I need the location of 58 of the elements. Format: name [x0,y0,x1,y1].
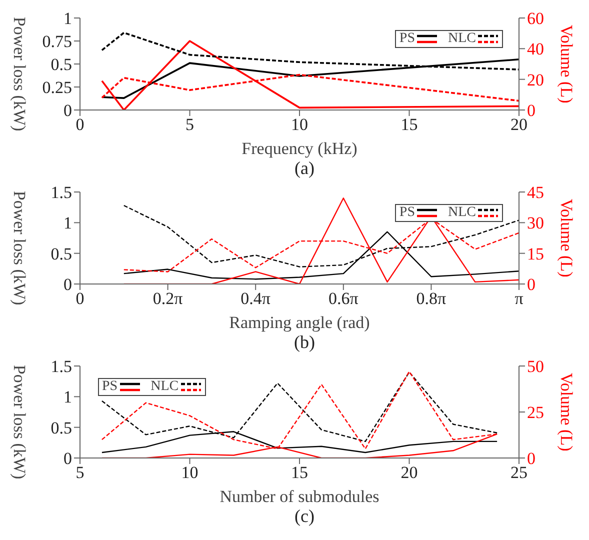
y-tick-label: 0.5 [50,55,72,74]
x-tick-label: 25 [510,463,528,482]
y2-axis-title: Volume (L) [557,24,576,104]
y-tick-label: 1 [64,214,72,233]
x-tick-label: π [514,289,524,308]
y-tick-label: 1.5 [50,183,72,202]
y-tick-label: 0.25 [42,78,72,98]
x-tick-label: 20 [510,115,528,134]
y2-tick-label: 0 [527,449,536,468]
y2-tick-label: 60 [527,9,544,28]
y-tick-label: 1 [64,9,72,28]
x-tick-label: 0 [76,115,84,134]
x-tick-label: 0.2π [152,289,184,308]
y2-tick-label: 0 [527,101,536,120]
x-tick-label: 10 [291,115,308,134]
x-axis-title: Ramping angle (rad) [229,313,370,332]
x-axis-title: Number of submodules [220,487,380,506]
y-axis-title: Power loss (kW) [10,190,29,306]
y2-tick-label: 15 [527,244,544,264]
y2-tick-label: 45 [527,183,544,202]
text: (c) [294,506,316,526]
x-tick-label: 5 [186,115,194,134]
y2-tick-label: 30 [527,214,544,233]
y-axis-title: Power loss (kW) [10,16,29,132]
y2-tick-label: 40 [527,40,544,59]
x-tick-label: 0.4π [240,289,271,308]
x-tick-label: 0.8π [416,289,447,308]
legend-label: NLC [448,31,476,47]
y-tick-label: 0 [64,101,72,120]
x-tick-label: 15 [291,463,308,482]
y-tick-label: 1 [64,388,72,407]
y2-tick-label: 20 [527,70,544,90]
text: (b) [293,332,316,352]
y2-axis-title: Volume (L) [557,372,576,452]
x-tick-label: 0.6π [328,289,359,308]
x-tick-label: 5 [76,463,84,482]
x-tick-label: 0 [76,289,84,308]
legend-label: NLC [150,379,179,395]
y2-axis-title: Volume (L) [557,198,576,278]
x-tick-label: 15 [400,115,418,134]
y-tick-label: 0.75 [42,32,72,52]
legend-label: PS [102,379,118,395]
y-tick-label: 0.5 [50,244,72,264]
y-tick-label: 0 [64,449,72,468]
y-axis-title: Power loss (kW) [10,364,29,480]
legend-label: PS [399,31,415,47]
y-tick-label: 0 [64,275,72,294]
legend-label: NLC [448,205,476,221]
x-tick-label: 10 [181,463,198,482]
x-tick-label: 20 [400,463,418,482]
y-tick-label: 1.5 [50,357,72,376]
text: (a) [294,158,316,178]
y2-tick-label: 50 [527,357,544,376]
x-axis-title: Frequency (kHz) [242,139,358,158]
y-tick-label: 0.5 [50,418,72,438]
legend-label: PS [399,205,415,221]
y2-tick-label: 25 [527,403,544,422]
y2-tick-label: 0 [527,275,536,294]
